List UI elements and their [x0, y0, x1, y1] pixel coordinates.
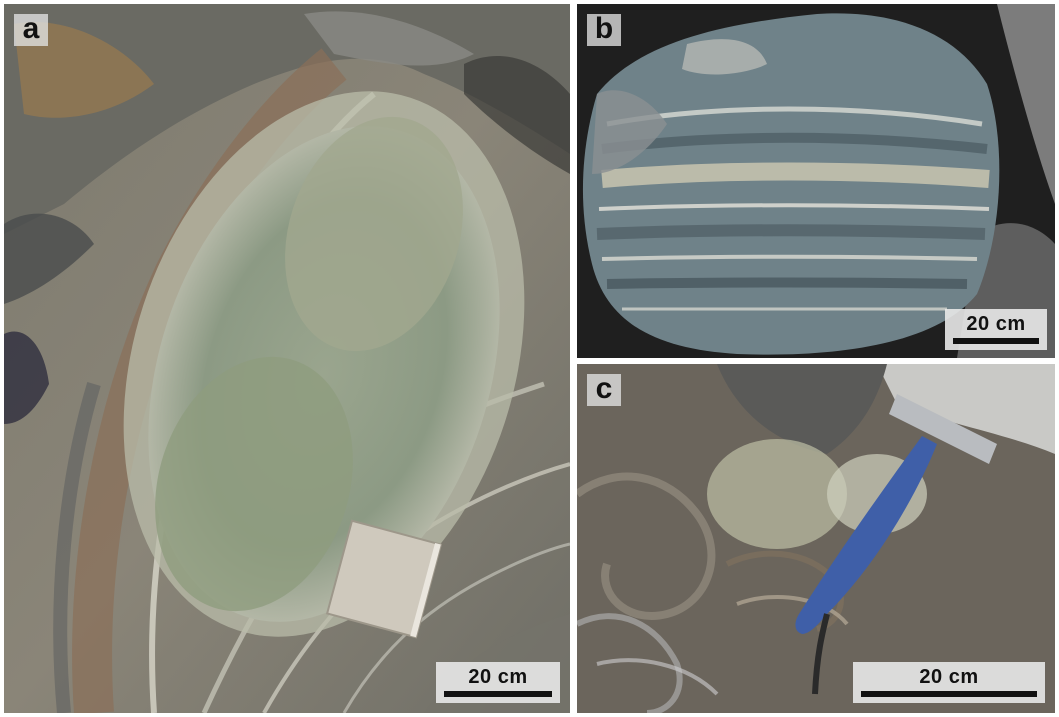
photo-panel-c: c 20 cm	[577, 364, 1055, 713]
scale-bar-b: 20 cm	[945, 309, 1047, 350]
photo-panel-a: a 20 cm	[4, 4, 570, 713]
panel-label-c: c	[587, 374, 621, 406]
scale-bar-line-b	[953, 338, 1039, 344]
scale-bar-line-c	[861, 691, 1037, 697]
panel-label-a: a	[14, 14, 48, 46]
scale-bar-c: 20 cm	[853, 662, 1045, 703]
panel-label-b: b	[587, 14, 621, 46]
outcrop-photo-c	[577, 364, 1055, 713]
scale-bar-line-a	[444, 691, 552, 697]
scale-bar-a: 20 cm	[436, 662, 560, 703]
scale-bar-label-b: 20 cm	[966, 313, 1026, 335]
outcrop-photo-a	[4, 4, 570, 713]
scale-bar-label-a: 20 cm	[468, 666, 528, 688]
photo-panel-b: b 20 cm	[577, 4, 1055, 358]
scale-bar-label-c: 20 cm	[919, 666, 979, 688]
outcrop-photo-b	[577, 4, 1055, 358]
